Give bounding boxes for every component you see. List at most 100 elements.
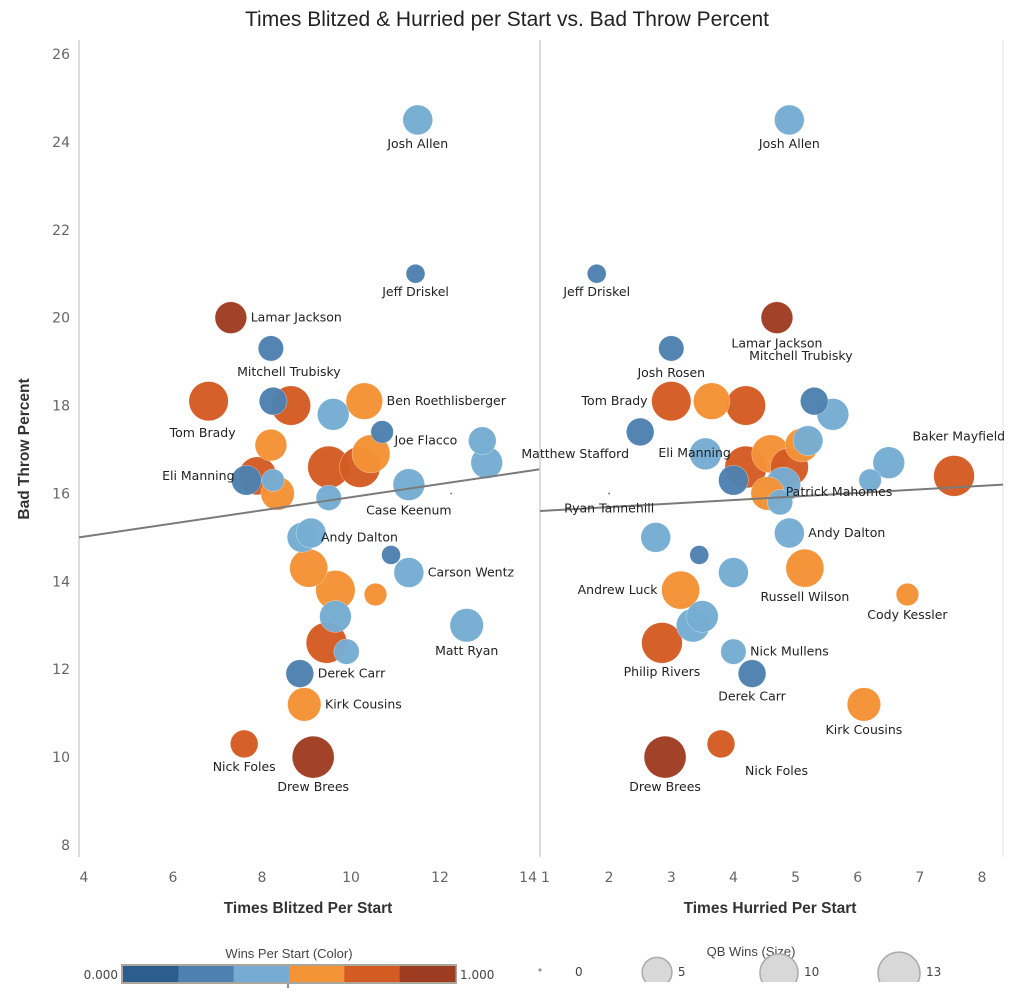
color-legend-min: 0.000 xyxy=(84,968,118,982)
size-legend-marker xyxy=(877,951,921,982)
color-legend-swatch xyxy=(178,966,235,982)
data-point[interactable] xyxy=(295,517,327,549)
data-point[interactable] xyxy=(872,446,905,479)
data-point[interactable] xyxy=(643,735,687,779)
data-point[interactable] xyxy=(393,557,425,588)
y-tick-label: 18 xyxy=(52,399,70,415)
data-point[interactable] xyxy=(261,468,285,492)
x-tick-label: 4 xyxy=(729,870,738,886)
data-point[interactable] xyxy=(231,465,262,496)
x-tick-label: 8 xyxy=(258,870,267,886)
point-label: Derek Carr xyxy=(718,688,786,703)
data-point[interactable] xyxy=(315,484,342,511)
point-label: Tom Brady xyxy=(169,425,237,440)
y-tick-label: 22 xyxy=(52,223,70,239)
y-tick-label: 14 xyxy=(52,574,70,590)
color-legend-title: Wins Per Start (Color) xyxy=(225,946,352,961)
color-legend-max: 1.000 xyxy=(460,968,494,982)
data-point[interactable] xyxy=(774,517,805,549)
data-point[interactable] xyxy=(317,398,350,431)
data-point[interactable] xyxy=(785,548,825,588)
data-point[interactable] xyxy=(718,465,749,496)
data-point[interactable] xyxy=(720,638,747,665)
data-point[interactable] xyxy=(285,659,314,688)
point-label: Cody Kessler xyxy=(867,607,948,622)
data-point[interactable] xyxy=(319,600,352,633)
x-axis-title-blitzed: Times Blitzed Per Start xyxy=(224,900,393,917)
y-tick-label: 24 xyxy=(52,135,70,151)
size-legend-label: 10 xyxy=(804,965,819,979)
data-point[interactable] xyxy=(792,425,824,456)
data-point[interactable] xyxy=(257,335,284,362)
data-point[interactable] xyxy=(895,582,919,607)
data-point[interactable] xyxy=(402,104,433,136)
data-point[interactable] xyxy=(658,335,685,362)
data-point[interactable] xyxy=(468,426,497,455)
data-point[interactable] xyxy=(706,729,736,759)
data-point[interactable] xyxy=(933,455,975,497)
data-point[interactable] xyxy=(800,387,829,416)
data-point[interactable] xyxy=(449,492,453,495)
data-point[interactable] xyxy=(345,382,383,420)
point-label: Kirk Cousins xyxy=(325,696,402,711)
chart-title: Times Blitzed & Hurried per Start vs. Ba… xyxy=(245,8,769,31)
panel-blitzed: 4 6 8 10 12 14 Josh Allen Jeff Driskel Lamar Jac… xyxy=(78,40,541,886)
point-label: Drew Brees xyxy=(629,779,701,794)
y-tick-label: 20 xyxy=(52,311,70,327)
data-point[interactable] xyxy=(449,608,484,643)
color-legend-swatch xyxy=(289,966,345,982)
data-point[interactable] xyxy=(258,387,288,416)
data-point[interactable] xyxy=(651,381,692,422)
data-point[interactable] xyxy=(370,420,394,444)
data-point[interactable] xyxy=(689,545,709,565)
point-label: Nick Mullens xyxy=(750,644,829,659)
data-point[interactable] xyxy=(214,301,247,334)
point-label: Josh Allen xyxy=(386,136,448,151)
data-point[interactable] xyxy=(774,104,805,136)
data-point[interactable] xyxy=(230,729,259,759)
data-point[interactable] xyxy=(626,417,655,447)
size-legend-marker xyxy=(538,968,542,972)
point-label: Andy Dalton xyxy=(808,525,885,540)
size-legend-marker xyxy=(641,956,673,982)
data-point[interactable] xyxy=(686,600,719,633)
point-label: Josh Rosen xyxy=(636,365,705,380)
data-point[interactable] xyxy=(725,385,766,426)
x-tick-label: 6 xyxy=(853,870,862,886)
data-point[interactable] xyxy=(289,548,329,588)
point-label: Mitchell Trubisky xyxy=(237,364,341,379)
data-point[interactable] xyxy=(607,492,611,495)
data-point[interactable] xyxy=(381,545,401,565)
data-point[interactable] xyxy=(291,735,335,779)
data-point[interactable] xyxy=(287,687,322,722)
data-point[interactable] xyxy=(641,622,683,664)
x-tick-label: 6 xyxy=(169,870,178,886)
data-point[interactable] xyxy=(254,428,288,462)
data-point[interactable] xyxy=(392,468,425,501)
y-axis-ticks: 8 10 12 14 16 18 20 22 24 26 xyxy=(52,47,70,854)
data-point[interactable] xyxy=(333,638,360,665)
data-point[interactable] xyxy=(718,557,749,588)
data-point[interactable] xyxy=(737,659,767,688)
x-tick-label: 3 xyxy=(667,870,676,886)
size-legend-label: 0 xyxy=(575,965,583,979)
data-point[interactable] xyxy=(760,301,794,334)
data-point[interactable] xyxy=(363,582,388,607)
point-label: Baker Mayfield xyxy=(912,429,1005,444)
data-point[interactable] xyxy=(846,687,881,722)
data-point[interactable] xyxy=(661,570,700,610)
point-label: Patrick Mahomes xyxy=(786,484,893,499)
data-point[interactable] xyxy=(693,382,731,420)
x-tick-label: 10 xyxy=(342,870,360,886)
size-legend: QB Wins (Size) 0 5 10 13 xyxy=(538,944,941,982)
data-point[interactable] xyxy=(405,264,426,284)
point-label: Joe Flacco xyxy=(394,433,458,448)
x-tick-label: 7 xyxy=(915,870,924,886)
data-point[interactable] xyxy=(188,381,229,422)
data-point[interactable] xyxy=(640,522,671,553)
color-legend-swatch xyxy=(344,966,401,982)
point-label: Mitchell Trubisky xyxy=(749,348,853,363)
data-point[interactable] xyxy=(587,264,607,284)
data-point[interactable] xyxy=(767,489,793,516)
data-point[interactable] xyxy=(689,437,722,471)
